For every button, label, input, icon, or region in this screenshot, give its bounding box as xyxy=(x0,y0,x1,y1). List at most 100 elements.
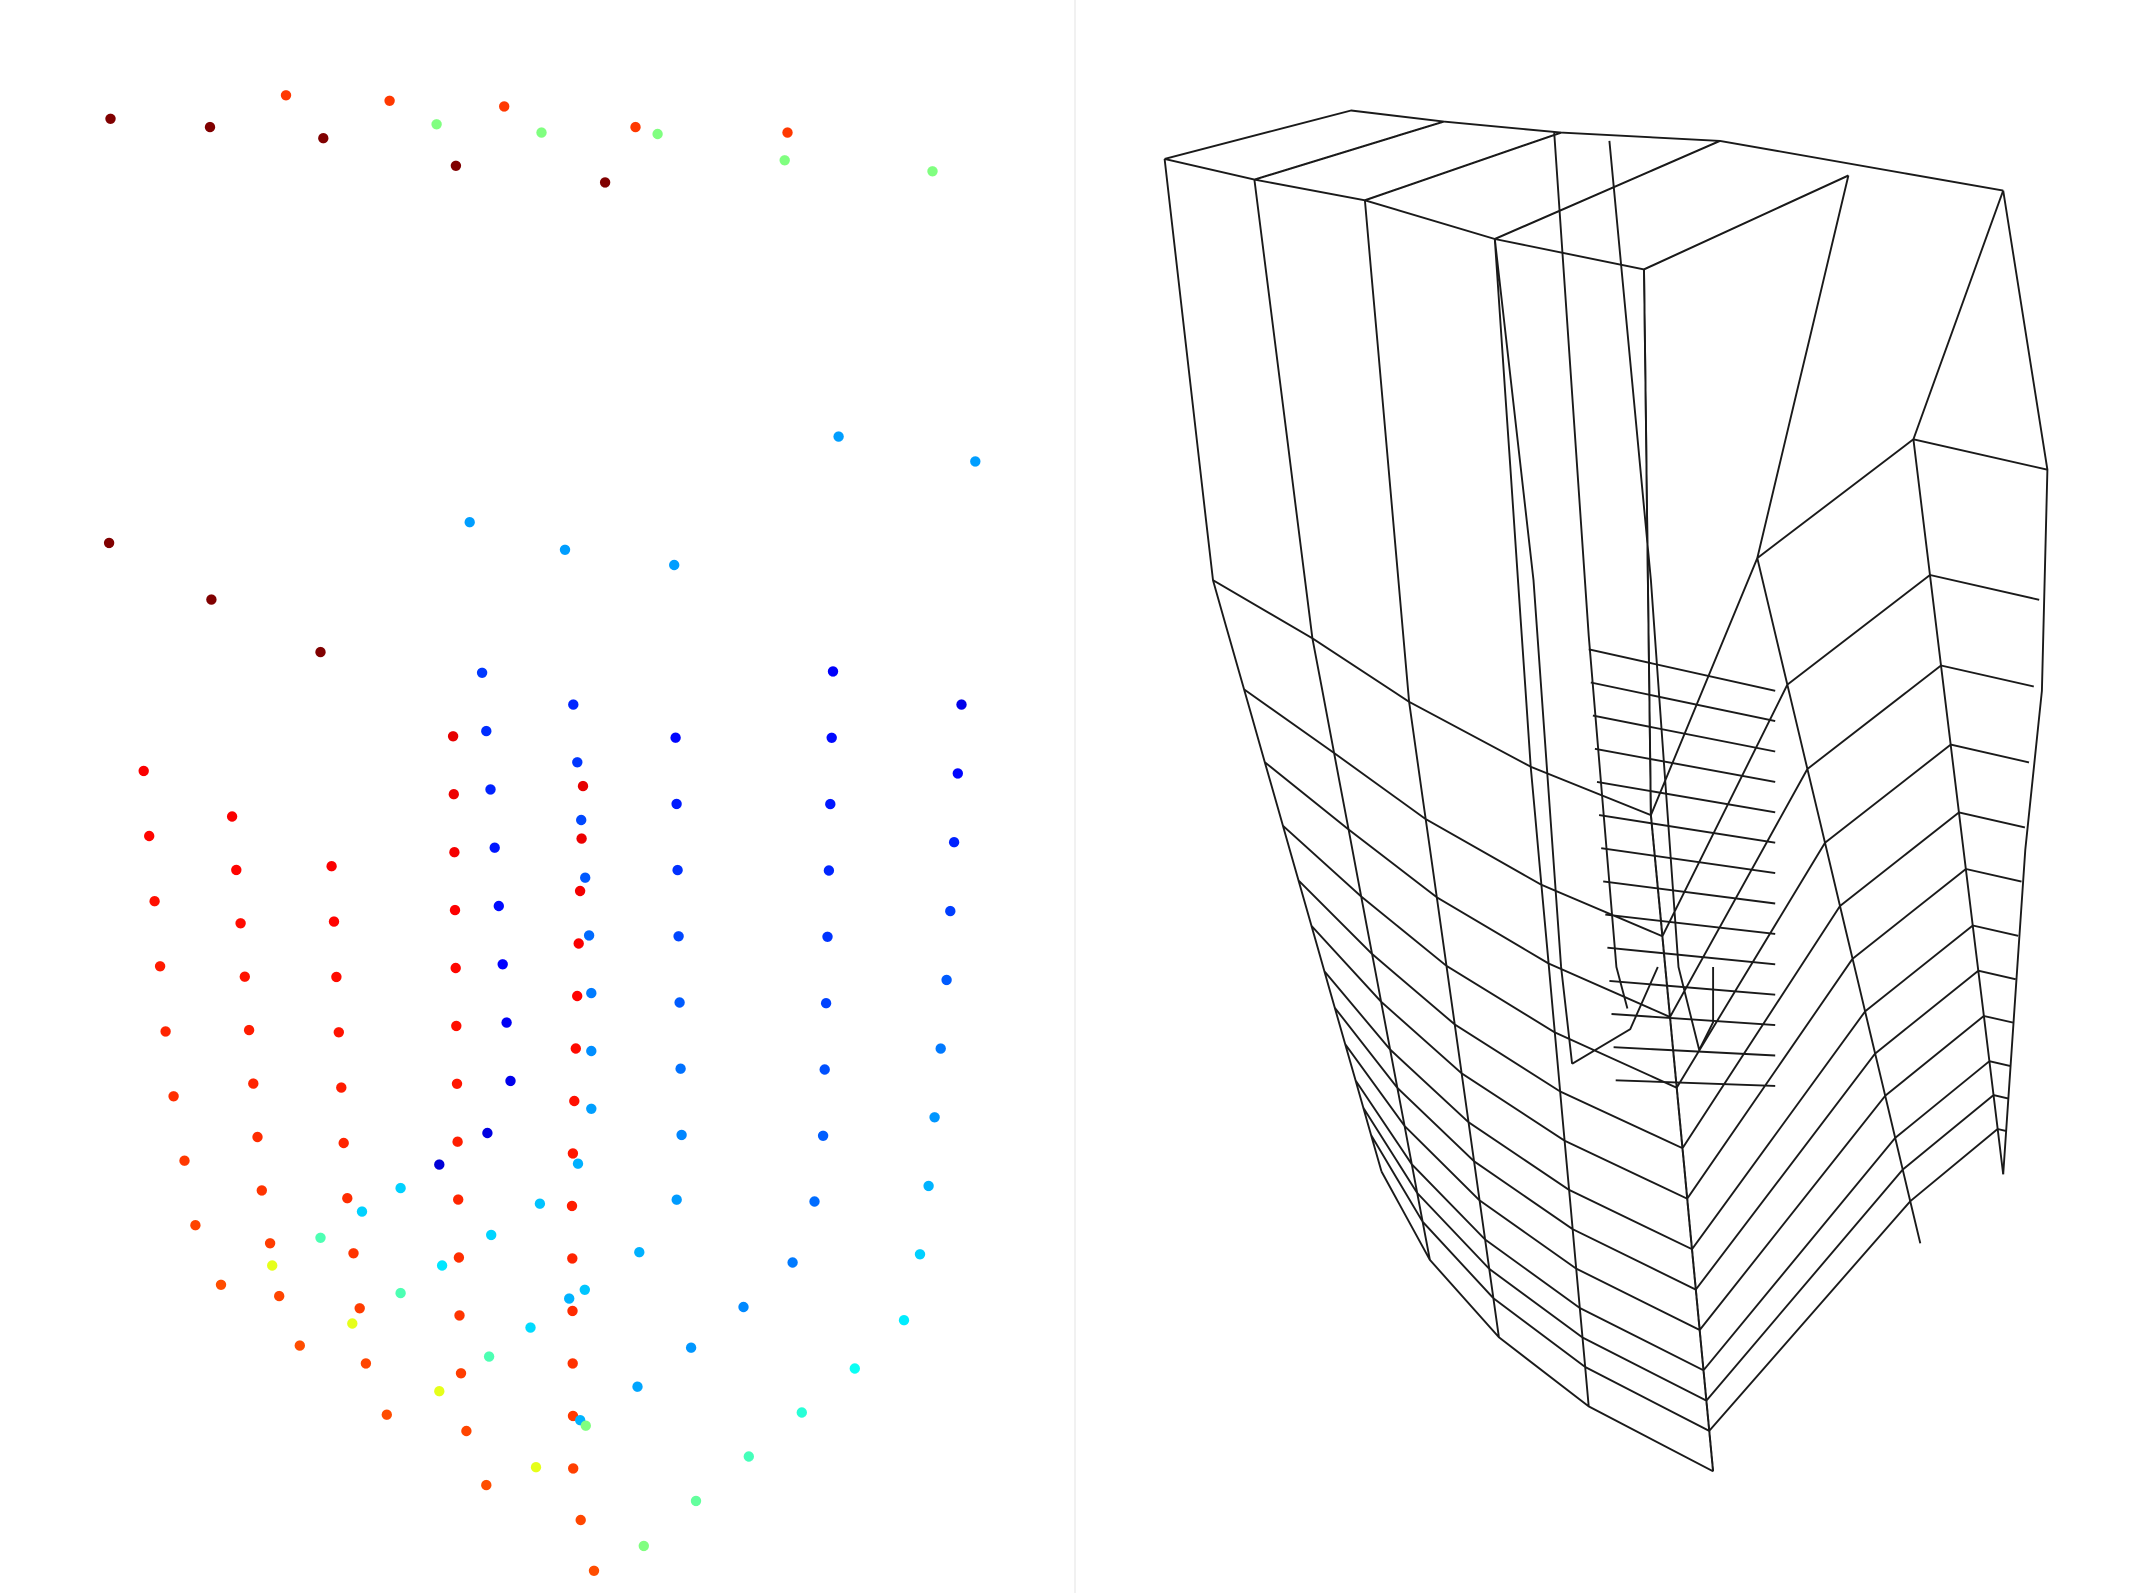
mesh-edge xyxy=(1592,714,1776,753)
mesh-edge xyxy=(1643,269,1715,1472)
point-marker xyxy=(248,1078,259,1089)
point-marker xyxy=(493,900,504,912)
point-cloud-panel xyxy=(103,90,981,1577)
mesh-edge xyxy=(1334,1007,1697,1291)
panel-divider xyxy=(1074,0,1076,1593)
point-marker xyxy=(923,1180,934,1192)
point-marker xyxy=(436,1260,448,1271)
point-marker xyxy=(239,971,250,982)
point-marker xyxy=(580,1420,591,1431)
point-marker xyxy=(743,1451,754,1462)
point-marker xyxy=(583,930,595,941)
point-marker xyxy=(652,128,663,140)
point-marker xyxy=(941,974,952,986)
point-marker xyxy=(326,861,337,872)
point-marker xyxy=(452,1136,463,1147)
point-marker xyxy=(499,101,510,112)
point-marker xyxy=(819,1064,830,1075)
point-marker xyxy=(576,814,587,826)
point-marker xyxy=(501,1017,512,1028)
point-marker xyxy=(673,931,684,942)
point-marker xyxy=(280,90,292,101)
mesh-edge xyxy=(1553,132,1629,1009)
point-marker xyxy=(599,177,611,188)
point-marker xyxy=(347,1318,358,1329)
mesh-edge xyxy=(1650,438,2048,816)
point-marker xyxy=(675,1063,686,1074)
point-marker xyxy=(779,155,790,166)
point-marker xyxy=(451,1020,462,1032)
mesh-edge xyxy=(1164,109,2004,192)
mesh-edge xyxy=(1362,1107,1707,1402)
point-marker xyxy=(105,113,116,125)
point-marker xyxy=(567,1305,578,1317)
mesh-edge xyxy=(1370,1134,1710,1432)
mesh-edge xyxy=(1698,967,1715,1051)
point-marker xyxy=(564,1293,575,1304)
point-marker xyxy=(945,905,956,917)
point-marker xyxy=(796,1407,807,1418)
point-marker xyxy=(342,1193,353,1204)
point-marker xyxy=(431,119,442,130)
point-marker xyxy=(482,1127,493,1139)
point-marker xyxy=(525,1322,536,1333)
point-marker xyxy=(231,864,242,876)
mesh-edge xyxy=(1254,120,1444,181)
point-marker xyxy=(820,998,832,1009)
mesh-edge xyxy=(1686,868,2022,1200)
mesh-edge xyxy=(1596,780,1776,814)
point-marker xyxy=(274,1290,285,1302)
mesh-edge xyxy=(1601,847,1776,875)
mesh-edge xyxy=(1282,825,1678,1089)
point-marker xyxy=(486,1229,497,1241)
mesh-edge xyxy=(1588,648,1776,692)
mesh-edge xyxy=(1611,1013,1776,1027)
point-marker xyxy=(568,1463,579,1474)
point-marker xyxy=(567,1358,578,1369)
point-marker xyxy=(450,962,461,974)
mesh-edge xyxy=(1363,200,1500,1338)
wireframe-mesh-panel xyxy=(1163,109,2049,1473)
point-marker xyxy=(670,732,681,743)
point-marker xyxy=(360,1358,372,1369)
mesh-edge xyxy=(1756,175,1922,1244)
point-marker xyxy=(138,765,149,777)
point-marker xyxy=(634,1247,645,1258)
point-marker xyxy=(149,896,160,907)
point-marker xyxy=(354,1303,365,1314)
point-marker xyxy=(588,1565,600,1577)
mesh-edge xyxy=(1691,924,2019,1250)
mesh-edge xyxy=(1364,131,1562,202)
mesh-edge xyxy=(1163,158,1383,1172)
point-marker xyxy=(586,1103,597,1115)
mesh-edge xyxy=(1493,238,1574,1064)
mesh-edge xyxy=(1607,946,1776,966)
mesh-edge xyxy=(1681,811,2026,1149)
mesh-edge xyxy=(1323,970,1693,1251)
point-marker xyxy=(449,904,461,916)
mesh-edge xyxy=(1615,1079,1776,1087)
point-marker xyxy=(318,133,329,144)
mesh-edge xyxy=(1695,969,2016,1291)
point-marker xyxy=(570,1043,581,1054)
point-marker xyxy=(455,1368,467,1379)
point-marker xyxy=(103,537,115,549)
point-marker xyxy=(577,780,589,792)
point-marker xyxy=(489,842,500,853)
point-marker xyxy=(226,811,238,822)
point-marker xyxy=(449,847,460,858)
point-marker xyxy=(190,1220,201,1231)
point-marker xyxy=(395,1287,406,1299)
mesh-edge xyxy=(1613,1046,1776,1057)
mesh-edge xyxy=(1264,761,1671,1018)
point-marker xyxy=(356,1206,368,1217)
point-marker xyxy=(315,1232,326,1244)
point-marker xyxy=(952,768,963,779)
mesh-edge xyxy=(1643,269,1715,1472)
mesh-edge xyxy=(1608,140,1701,1051)
point-marker xyxy=(464,517,475,528)
point-marker xyxy=(669,559,680,571)
point-marker xyxy=(559,544,571,555)
point-marker xyxy=(154,961,166,972)
point-marker xyxy=(328,916,340,927)
